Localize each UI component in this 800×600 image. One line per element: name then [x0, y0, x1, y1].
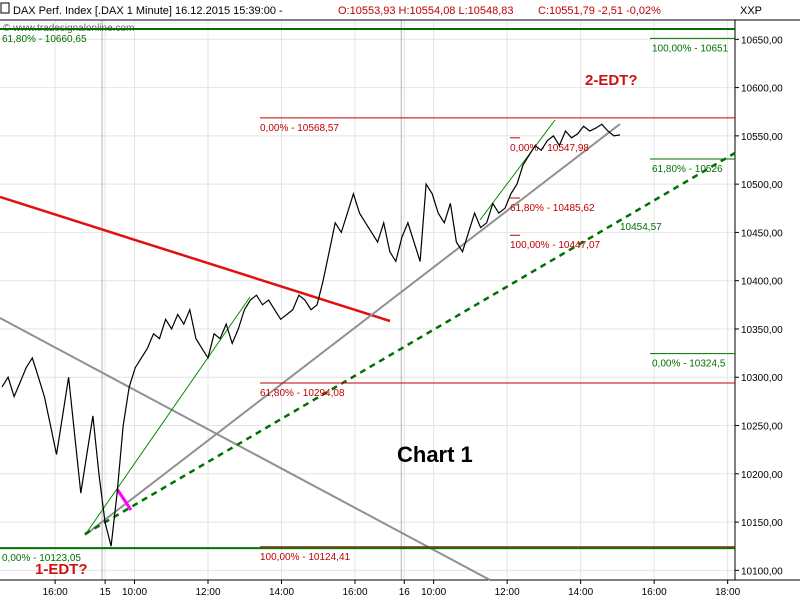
- x-tick-label: 10:00: [421, 587, 446, 598]
- annotation-2-edt: 2-EDT?: [585, 72, 638, 89]
- x-tick-label: 10:00: [122, 587, 147, 598]
- x-tick-label: 18:00: [715, 587, 740, 598]
- scale-label: XXP: [740, 5, 762, 17]
- x-tick-label: 16:00: [642, 587, 667, 598]
- fib-green-0-label: 0,00% - 10324,5: [652, 359, 726, 370]
- price-series-line: [1, 123, 621, 547]
- x-tick-label: 15: [100, 587, 112, 598]
- fib-green-100-label: 100,00% - 10651: [652, 43, 729, 54]
- chart-title: Chart 1: [397, 442, 473, 467]
- fib-red-100-label: 100,00% - 10124,41: [260, 552, 351, 563]
- support-line-label: 10454,57: [620, 222, 662, 233]
- fib-red-0-label: 0,00% - 10568,57: [260, 123, 339, 134]
- x-tick-label: 12:00: [495, 587, 520, 598]
- channel-line-upper: [0, 317, 491, 581]
- x-tick-label: 16:00: [43, 587, 68, 598]
- x-tick-label: 16:00: [342, 587, 367, 598]
- y-tick-label: 10650,00: [741, 35, 783, 46]
- support-dotted-line: [84, 151, 736, 536]
- y-tick-label: 10550,00: [741, 132, 783, 143]
- header-instrument: DAX Perf. Index [.DAX 1 Minute] 16.12.20…: [13, 5, 283, 17]
- y-tick-label: 10450,00: [741, 228, 783, 239]
- y-axis-ticks: 10650,00 10600,00 10550,00 10500,00 10450,00…: [735, 35, 783, 577]
- x-tick-label: 14:00: [568, 587, 593, 598]
- y-tick-label: 10250,00: [741, 422, 783, 433]
- x-axis-ticks: 16:00 15 10:00 12:00 14:00 16:00 16 10:00 12:00 1…: [43, 580, 741, 598]
- fib-red-61-label: 61,80% - 10294,08: [260, 388, 345, 399]
- x-tick-label: 12:00: [195, 587, 220, 598]
- grid: [0, 20, 735, 580]
- x-tick-label: 14:00: [269, 587, 294, 598]
- y-tick-label: 10300,00: [741, 373, 783, 384]
- trend-line-thin-1: [84, 296, 251, 536]
- y-tick-label: 10100,00: [741, 566, 783, 577]
- header-change: C:10551,79 -2,51 -0,02%: [538, 5, 661, 17]
- y-tick-label: 10600,00: [741, 84, 783, 95]
- channel-line-lower: [84, 123, 621, 536]
- fibonacci-levels: 0,00% - 10568,57 61,80% - 10294,08 100,00%…: [0, 28, 735, 564]
- y-tick-label: 10500,00: [741, 180, 783, 191]
- y-tick-label: 10150,00: [741, 518, 783, 529]
- fib-small-0-label: 0,00% - 10547,98: [510, 143, 589, 154]
- fib-green-left-61-label: 61,80% - 10660,65: [2, 34, 87, 45]
- fib-small-61-label: 61,80% - 10485,62: [510, 203, 595, 214]
- fib-small-100-label: 100,00% - 10447,07: [510, 240, 601, 251]
- fib-green-61-label: 61,80% - 10526: [652, 164, 723, 175]
- y-tick-label: 10400,00: [741, 277, 783, 288]
- fib-green-left-0-label: 0,00% - 10123,05: [2, 553, 81, 564]
- header-ohlc: O:10553,93 H:10554,08 L:10548,83: [338, 5, 514, 17]
- y-tick-label: 10200,00: [741, 470, 783, 481]
- edt-marker: [115, 488, 133, 511]
- annotation-1-edt: 1-EDT?: [35, 561, 88, 578]
- x-tick-label: 16: [399, 587, 411, 598]
- resistance-line: [0, 195, 391, 323]
- chart-menu-icon[interactable]: [0, 2, 10, 14]
- y-tick-label: 10350,00: [741, 325, 783, 336]
